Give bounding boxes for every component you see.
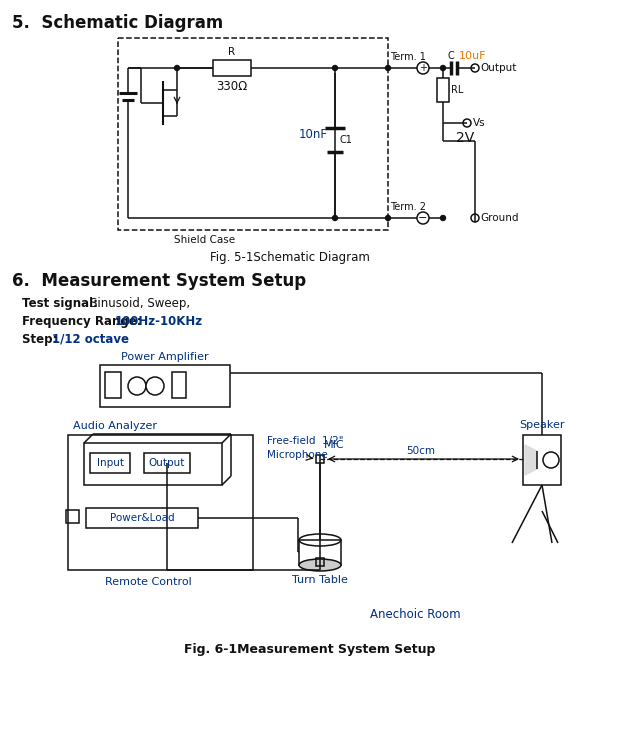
Text: 2V: 2V xyxy=(456,131,474,145)
Bar xyxy=(86,508,198,528)
Text: Speaker: Speaker xyxy=(519,420,565,430)
Circle shape xyxy=(386,215,391,221)
Text: Free-field  1/2": Free-field 1/2" xyxy=(267,436,344,446)
Bar xyxy=(523,435,561,485)
Circle shape xyxy=(471,214,479,222)
Bar xyxy=(118,38,388,230)
Circle shape xyxy=(332,215,337,221)
Circle shape xyxy=(471,64,479,72)
Circle shape xyxy=(128,377,146,395)
Text: 330Ω: 330Ω xyxy=(217,80,248,92)
Text: 100Hz-10KHz: 100Hz-10KHz xyxy=(115,315,203,328)
Text: Sinusoid, Sweep,: Sinusoid, Sweep, xyxy=(90,297,190,310)
Circle shape xyxy=(175,66,180,71)
Text: Step:: Step: xyxy=(22,333,61,346)
Text: Ground: Ground xyxy=(480,213,518,223)
Text: Power Amplifier: Power Amplifier xyxy=(121,352,209,362)
Text: +: + xyxy=(419,63,427,73)
Text: 5.  Schematic Diagram: 5. Schematic Diagram xyxy=(12,14,223,32)
Text: Output: Output xyxy=(480,63,516,73)
Ellipse shape xyxy=(299,534,341,546)
Bar xyxy=(437,78,449,102)
Circle shape xyxy=(332,66,337,71)
Text: R: R xyxy=(228,47,235,57)
Text: Audio Analyzer: Audio Analyzer xyxy=(73,421,157,431)
Text: Shield Case: Shield Case xyxy=(175,235,235,245)
Circle shape xyxy=(417,212,429,224)
Bar xyxy=(90,453,130,473)
Text: 10nF: 10nF xyxy=(299,128,328,142)
Text: 50cm: 50cm xyxy=(406,446,436,456)
Text: C: C xyxy=(448,51,454,61)
Bar xyxy=(172,372,186,398)
Text: Turn Table: Turn Table xyxy=(292,575,348,585)
Ellipse shape xyxy=(299,559,341,571)
Text: Anechoic Room: Anechoic Room xyxy=(370,609,460,621)
Text: RL: RL xyxy=(451,85,463,95)
Text: Remote Control: Remote Control xyxy=(105,577,192,587)
Circle shape xyxy=(441,215,446,221)
Text: Frequency Range:: Frequency Range: xyxy=(22,315,141,328)
Circle shape xyxy=(441,66,446,71)
Circle shape xyxy=(386,66,391,71)
Text: Fig. 6-1Measurement System Setup: Fig. 6-1Measurement System Setup xyxy=(184,644,436,657)
Text: MIC: MIC xyxy=(324,440,345,450)
Bar xyxy=(299,540,341,565)
Text: −: − xyxy=(418,213,428,223)
Text: 10uF: 10uF xyxy=(459,51,486,61)
Text: Output: Output xyxy=(149,458,185,468)
Text: 1/12 octave: 1/12 octave xyxy=(52,333,129,346)
Text: Input: Input xyxy=(96,458,123,468)
Bar xyxy=(66,510,79,523)
Text: Power&Load: Power&Load xyxy=(110,513,174,523)
Text: C1: C1 xyxy=(340,135,353,145)
Text: Test signal:: Test signal: xyxy=(22,297,102,310)
Bar xyxy=(100,365,230,407)
Bar xyxy=(213,60,251,76)
Text: Vs: Vs xyxy=(473,118,486,128)
Text: 6.  Measurement System Setup: 6. Measurement System Setup xyxy=(12,272,306,290)
Polygon shape xyxy=(525,445,537,475)
Text: Term. 2: Term. 2 xyxy=(390,202,426,212)
Bar xyxy=(105,372,121,398)
Text: Fig. 5-1Schematic Diagram: Fig. 5-1Schematic Diagram xyxy=(210,252,370,264)
Circle shape xyxy=(146,377,164,395)
Text: Term. 1: Term. 1 xyxy=(390,52,426,62)
Bar xyxy=(68,435,253,570)
Bar xyxy=(316,455,324,463)
Bar xyxy=(144,453,190,473)
Circle shape xyxy=(543,452,559,468)
Bar xyxy=(84,443,222,485)
Circle shape xyxy=(417,62,429,74)
Bar xyxy=(316,558,324,566)
Text: Microphone: Microphone xyxy=(267,450,328,460)
Circle shape xyxy=(463,119,471,127)
